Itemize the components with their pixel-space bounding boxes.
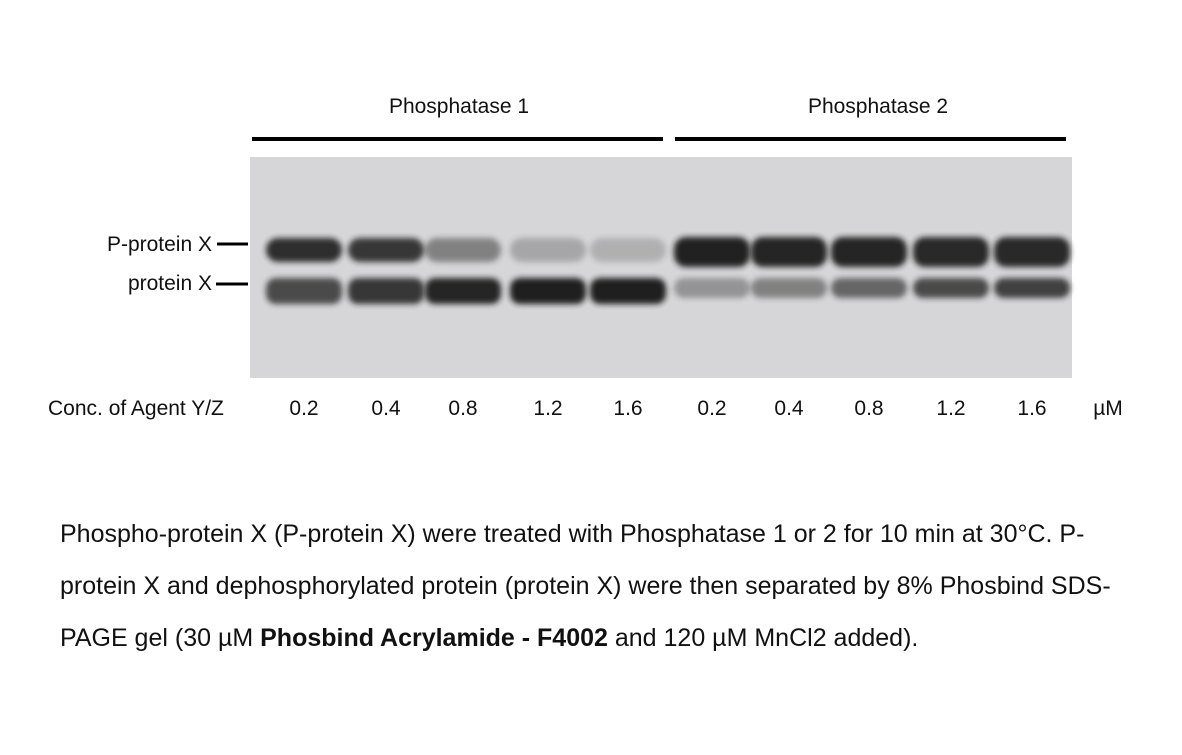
concentration: 0.4 (774, 397, 804, 420)
band (994, 237, 1070, 267)
band (674, 278, 750, 298)
caption: Phospho-protein X (P-protein X) were tre… (60, 508, 1135, 664)
band (913, 278, 989, 298)
band (831, 237, 907, 267)
band (425, 278, 501, 304)
band (510, 278, 586, 304)
concentration: 0.2 (289, 397, 318, 420)
concentration: 0.2 (697, 397, 726, 420)
band (510, 238, 586, 262)
concentration: 1.2 (533, 397, 562, 420)
concentration: 1.6 (1017, 397, 1046, 420)
gel-figure: Phosphatase 1 Phosphatase 2 P-protein X … (48, 95, 1123, 420)
concentration-label: Conc. of Agent Y/Z (48, 397, 224, 420)
marker-label: P-protein X (107, 233, 212, 256)
concentration: 1.2 (936, 397, 965, 420)
caption-bold: Phosbind Acrylamide - F4002 (260, 624, 608, 652)
caption-text: Phospho-protein X (P-protein X) were tre… (60, 520, 1111, 652)
band (913, 237, 989, 267)
caption-text: and 120 µM MnCl2 added). (607, 624, 919, 652)
band (751, 278, 827, 298)
band (994, 278, 1070, 298)
band (266, 278, 342, 304)
unit: µM (1093, 397, 1123, 420)
concentration: 0.4 (371, 397, 401, 420)
concentration: 0.8 (854, 397, 883, 420)
band (266, 238, 342, 262)
band (348, 238, 424, 262)
concentration: 1.6 (613, 397, 642, 420)
group-label: Phosphatase 2 (808, 95, 948, 118)
gel (250, 157, 1072, 378)
bands (266, 237, 1070, 304)
concentration: 0.8 (448, 397, 477, 420)
band (831, 278, 907, 298)
band (348, 278, 424, 304)
band (590, 278, 666, 304)
group-label: Phosphatase 1 (389, 95, 529, 118)
band (674, 237, 750, 267)
band (425, 238, 501, 262)
band (751, 237, 827, 267)
concentrations: 0.2 0.4 0.8 1.2 1.6 0.2 0.4 0.8 1.2 1.6 (289, 397, 1046, 420)
band (590, 238, 666, 262)
marker-label: protein X (128, 272, 212, 295)
